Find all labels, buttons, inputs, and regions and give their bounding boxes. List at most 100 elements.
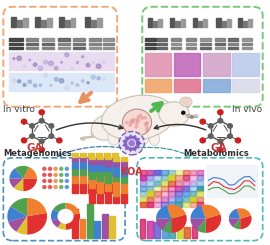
Bar: [89, 188, 95, 203]
Bar: [171, 38, 181, 41]
Bar: [89, 157, 95, 159]
Circle shape: [43, 186, 46, 188]
Bar: [147, 221, 153, 238]
Bar: [171, 47, 181, 49]
Ellipse shape: [138, 130, 149, 144]
Bar: [113, 166, 119, 176]
Bar: [105, 157, 111, 159]
Bar: [121, 176, 127, 184]
Bar: [183, 197, 189, 202]
Bar: [174, 79, 201, 92]
Bar: [197, 197, 203, 202]
Polygon shape: [27, 198, 47, 216]
Text: KOA: KOA: [120, 167, 143, 177]
Circle shape: [43, 180, 46, 183]
Polygon shape: [15, 166, 29, 179]
Bar: [97, 18, 102, 27]
Circle shape: [137, 116, 140, 119]
Bar: [94, 221, 100, 238]
Ellipse shape: [180, 97, 192, 106]
Bar: [89, 43, 101, 45]
Circle shape: [54, 180, 57, 183]
Circle shape: [65, 86, 69, 90]
Bar: [190, 202, 196, 207]
Circle shape: [124, 144, 127, 146]
Polygon shape: [206, 214, 221, 233]
Circle shape: [96, 64, 101, 68]
Circle shape: [76, 84, 79, 86]
Circle shape: [129, 124, 131, 126]
Bar: [197, 181, 203, 186]
Bar: [186, 47, 196, 49]
Circle shape: [218, 119, 223, 123]
Bar: [105, 171, 111, 184]
Bar: [91, 20, 96, 27]
Bar: [89, 159, 95, 164]
Bar: [201, 43, 211, 45]
Circle shape: [200, 138, 205, 143]
Polygon shape: [53, 203, 66, 216]
Circle shape: [44, 73, 48, 77]
Bar: [157, 47, 167, 49]
Ellipse shape: [119, 130, 132, 146]
Bar: [183, 175, 189, 180]
Polygon shape: [66, 203, 80, 216]
Bar: [80, 175, 86, 184]
Polygon shape: [51, 209, 66, 220]
Circle shape: [228, 124, 232, 128]
Circle shape: [54, 167, 57, 170]
Circle shape: [17, 56, 22, 61]
Circle shape: [103, 78, 105, 80]
Circle shape: [218, 139, 223, 144]
Circle shape: [133, 147, 136, 150]
Circle shape: [33, 84, 37, 87]
Polygon shape: [156, 219, 171, 230]
Bar: [243, 21, 247, 27]
Bar: [147, 170, 153, 175]
Bar: [72, 153, 78, 157]
Circle shape: [218, 110, 223, 115]
Polygon shape: [229, 219, 240, 227]
Bar: [186, 43, 196, 45]
Bar: [23, 18, 28, 27]
Bar: [228, 47, 238, 49]
Bar: [112, 175, 118, 184]
Bar: [80, 184, 86, 193]
Bar: [26, 43, 38, 45]
Polygon shape: [156, 205, 171, 219]
Bar: [47, 18, 52, 27]
Circle shape: [21, 138, 27, 143]
Bar: [175, 170, 182, 175]
Bar: [72, 161, 78, 168]
Bar: [147, 191, 153, 196]
Bar: [72, 184, 78, 193]
Circle shape: [30, 124, 35, 128]
Bar: [145, 43, 156, 45]
Bar: [80, 161, 86, 168]
Circle shape: [141, 117, 143, 119]
Bar: [104, 184, 110, 193]
Circle shape: [87, 82, 89, 84]
Circle shape: [60, 180, 63, 183]
Circle shape: [130, 120, 133, 122]
Circle shape: [124, 140, 127, 143]
Circle shape: [97, 77, 100, 80]
Bar: [147, 181, 153, 186]
Bar: [65, 20, 69, 27]
Bar: [197, 175, 203, 180]
Bar: [232, 53, 259, 76]
Bar: [89, 179, 95, 188]
Bar: [157, 38, 167, 41]
Bar: [147, 202, 153, 207]
Circle shape: [136, 119, 139, 121]
Circle shape: [54, 186, 57, 188]
Circle shape: [30, 134, 35, 138]
Bar: [97, 157, 103, 159]
Bar: [97, 164, 103, 171]
Bar: [183, 181, 189, 186]
Bar: [89, 38, 101, 41]
Bar: [145, 53, 171, 76]
Bar: [58, 38, 69, 41]
Bar: [88, 175, 94, 184]
Bar: [161, 181, 168, 186]
